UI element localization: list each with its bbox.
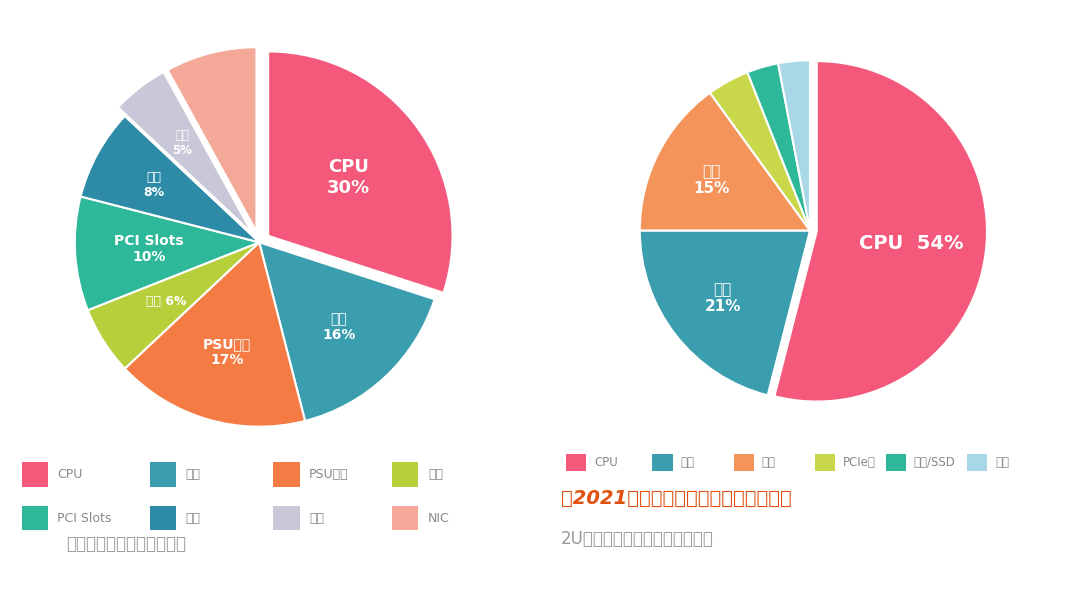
Wedge shape bbox=[747, 63, 810, 230]
FancyBboxPatch shape bbox=[273, 462, 299, 486]
FancyBboxPatch shape bbox=[652, 454, 673, 470]
FancyBboxPatch shape bbox=[392, 506, 418, 530]
Text: 《2021数据中心高质量发展大会》材料: 《2021数据中心高质量发展大会》材料 bbox=[561, 489, 792, 508]
FancyBboxPatch shape bbox=[150, 462, 176, 486]
Text: 通用服务器各组件能耗分布: 通用服务器各组件能耗分布 bbox=[66, 535, 186, 553]
Wedge shape bbox=[167, 47, 256, 232]
Text: 主板: 主板 bbox=[186, 512, 201, 525]
Text: 主板: 主板 bbox=[785, 18, 796, 30]
Text: 硬盘: 硬盘 bbox=[428, 468, 443, 480]
Text: IT设备等效PUE=1.28: IT设备等效PUE=1.28 bbox=[163, 564, 301, 582]
Text: PCIe卡: PCIe卡 bbox=[705, 33, 715, 64]
FancyBboxPatch shape bbox=[273, 506, 299, 530]
Wedge shape bbox=[710, 72, 810, 230]
Text: PSU损失
17%: PSU损失 17% bbox=[203, 337, 252, 367]
Text: 硬盘
SSD: 硬盘 SSD bbox=[741, 20, 762, 42]
FancyBboxPatch shape bbox=[22, 462, 48, 486]
Text: PCIe卡: PCIe卡 bbox=[842, 456, 876, 469]
Text: 内存
16%: 内存 16% bbox=[322, 312, 355, 342]
Wedge shape bbox=[125, 242, 305, 427]
Text: 内存: 内存 bbox=[761, 456, 775, 469]
Text: CPU  54%: CPU 54% bbox=[859, 234, 963, 253]
Text: 内存: 内存 bbox=[186, 468, 201, 480]
FancyBboxPatch shape bbox=[814, 454, 835, 470]
Text: 硬盘/SSD: 硬盘/SSD bbox=[914, 456, 956, 469]
Text: PCI Slots: PCI Slots bbox=[57, 512, 111, 525]
Wedge shape bbox=[639, 230, 810, 395]
Wedge shape bbox=[81, 116, 259, 242]
Text: CPU: CPU bbox=[594, 456, 618, 469]
Wedge shape bbox=[75, 196, 259, 310]
Text: 风扇
21%: 风扇 21% bbox=[704, 282, 741, 314]
Wedge shape bbox=[778, 60, 810, 230]
Text: 风扇: 风扇 bbox=[680, 456, 694, 469]
Wedge shape bbox=[259, 242, 434, 421]
Text: NIC: NIC bbox=[428, 512, 449, 525]
Text: IT设备等效PUE=1.27: IT设备等效PUE=1.27 bbox=[725, 564, 863, 582]
Text: 主板: 主板 bbox=[995, 456, 1009, 469]
FancyBboxPatch shape bbox=[967, 454, 987, 470]
Wedge shape bbox=[118, 72, 253, 233]
Text: PSU损失: PSU损失 bbox=[309, 468, 349, 480]
FancyBboxPatch shape bbox=[150, 506, 176, 530]
FancyBboxPatch shape bbox=[733, 454, 754, 470]
FancyBboxPatch shape bbox=[392, 462, 418, 486]
Wedge shape bbox=[639, 93, 810, 230]
Text: 2U标准双路机架服务器能耗分布: 2U标准双路机架服务器能耗分布 bbox=[561, 530, 714, 548]
FancyBboxPatch shape bbox=[566, 454, 586, 470]
Wedge shape bbox=[87, 242, 259, 369]
Text: 风扇: 风扇 bbox=[309, 512, 324, 525]
Wedge shape bbox=[268, 51, 453, 293]
Text: 主板
8%: 主板 8% bbox=[144, 171, 165, 199]
Text: CPU
30%: CPU 30% bbox=[327, 158, 370, 197]
Text: 内存
15%: 内存 15% bbox=[693, 164, 730, 196]
FancyBboxPatch shape bbox=[22, 506, 48, 530]
Text: 硬盘 6%: 硬盘 6% bbox=[146, 295, 186, 308]
Text: PCI Slots
10%: PCI Slots 10% bbox=[114, 234, 184, 264]
Text: CPU: CPU bbox=[57, 468, 82, 480]
FancyBboxPatch shape bbox=[886, 454, 906, 470]
Text: 风扇
5%: 风扇 5% bbox=[173, 129, 192, 157]
Wedge shape bbox=[774, 61, 987, 401]
